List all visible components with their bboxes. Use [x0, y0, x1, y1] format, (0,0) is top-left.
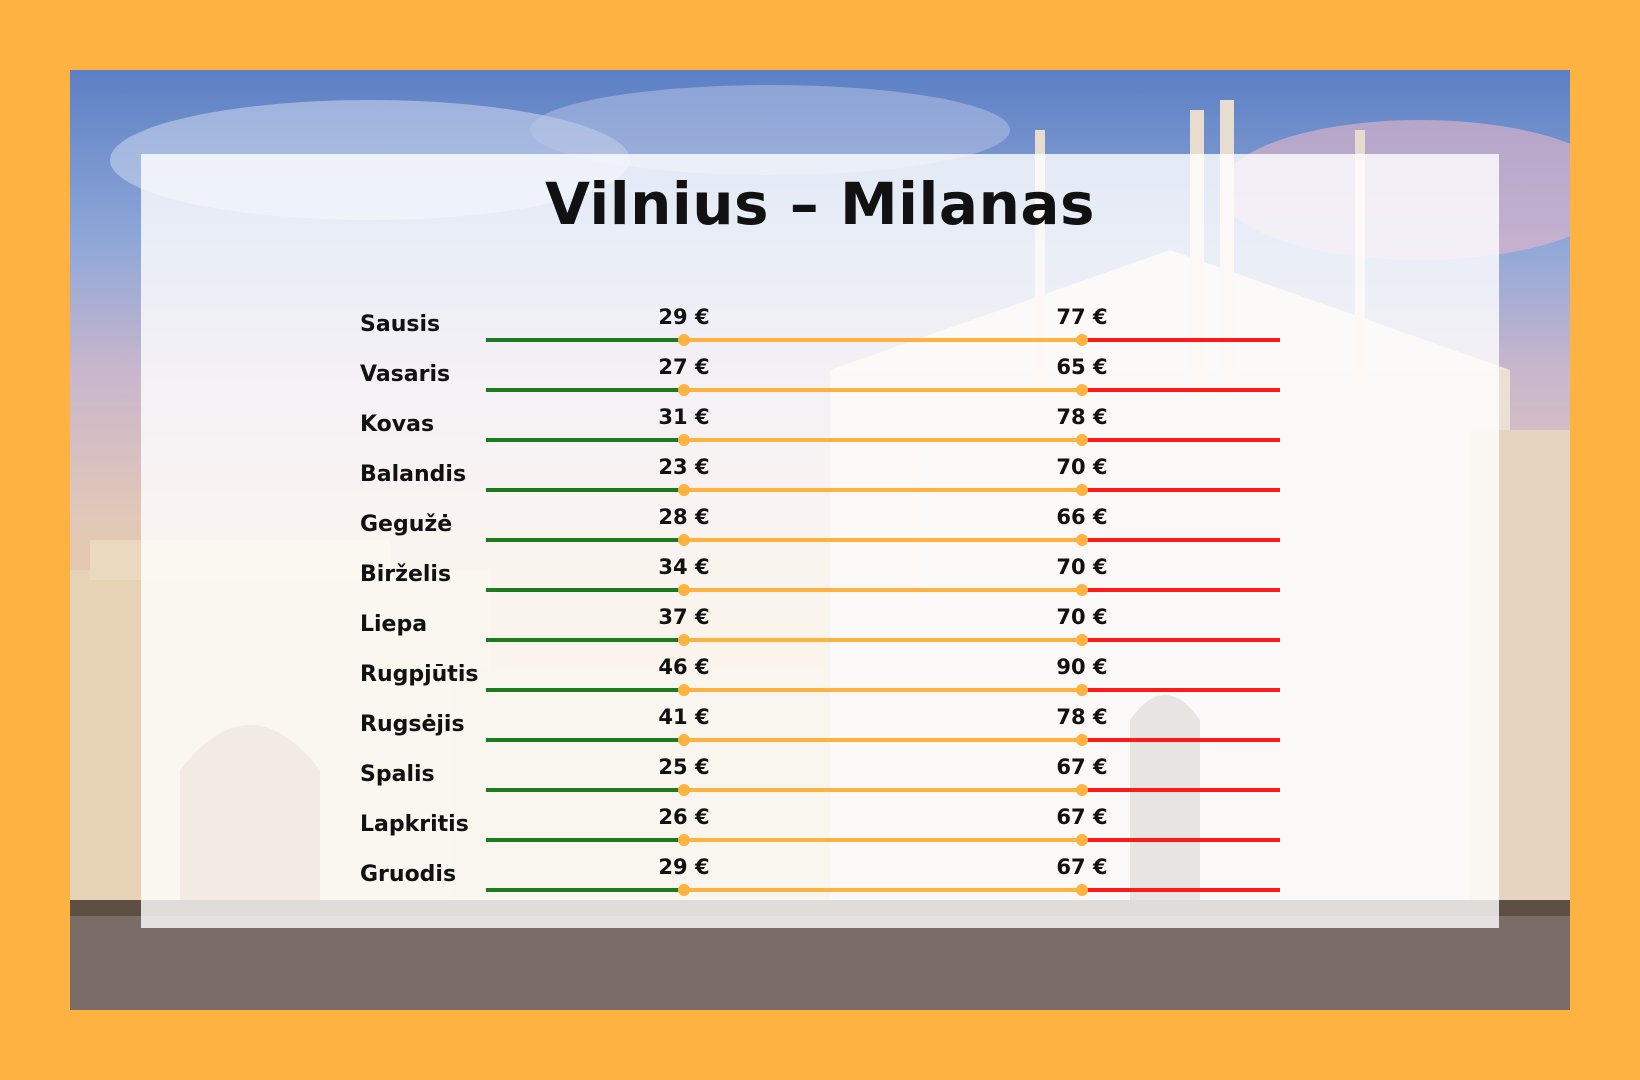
high-price-label: 67 € [1056, 755, 1107, 779]
low-price-point [678, 684, 690, 696]
high-price-point [1076, 884, 1088, 896]
low-price-label: 37 € [658, 605, 709, 629]
low-price-point [678, 784, 690, 796]
chart-title: Vilnius – Milanas [544, 170, 1096, 238]
high-price-label: 78 € [1056, 705, 1107, 729]
high-price-point [1076, 534, 1088, 546]
low-price-point [678, 484, 690, 496]
high-price-label: 70 € [1056, 455, 1107, 479]
month-label: Rugpjūtis [360, 662, 478, 687]
low-price-point [678, 734, 690, 746]
low-price-label: 46 € [658, 655, 709, 679]
low-price-point [678, 834, 690, 846]
month-label: Vasaris [360, 362, 450, 387]
month-label: Liepa [360, 612, 427, 637]
high-price-label: 67 € [1056, 855, 1107, 879]
low-price-label: 29 € [658, 855, 709, 879]
month-label: Lapkritis [360, 812, 469, 837]
month-label: Rugsėjis [360, 712, 465, 737]
high-price-label: 70 € [1056, 605, 1107, 629]
high-price-label: 66 € [1056, 505, 1107, 529]
high-price-label: 70 € [1056, 555, 1107, 579]
high-price-point [1076, 584, 1088, 596]
month-label: Spalis [360, 762, 435, 787]
low-price-point [678, 534, 690, 546]
month-label: Sausis [360, 312, 440, 337]
low-price-point [678, 434, 690, 446]
low-price-label: 29 € [658, 305, 709, 329]
month-label: Birželis [360, 562, 451, 587]
high-price-point [1076, 834, 1088, 846]
high-price-point [1076, 334, 1088, 346]
low-price-label: 28 € [658, 505, 709, 529]
high-price-point [1076, 484, 1088, 496]
low-price-label: 41 € [658, 705, 709, 729]
low-price-label: 31 € [658, 405, 709, 429]
low-price-label: 34 € [658, 555, 709, 579]
month-label: Gegužė [360, 512, 452, 537]
high-price-label: 65 € [1056, 355, 1107, 379]
high-price-point [1076, 384, 1088, 396]
low-price-point [678, 884, 690, 896]
month-label: Kovas [360, 412, 434, 437]
high-price-label: 90 € [1056, 655, 1107, 679]
low-price-point [678, 584, 690, 596]
month-label: Balandis [360, 462, 466, 487]
month-label: Gruodis [360, 862, 456, 887]
low-price-label: 25 € [658, 755, 709, 779]
high-price-label: 78 € [1056, 405, 1107, 429]
low-price-label: 26 € [658, 805, 709, 829]
low-price-label: 23 € [658, 455, 709, 479]
low-price-point [678, 634, 690, 646]
low-price-point [678, 384, 690, 396]
high-price-label: 77 € [1056, 305, 1107, 329]
high-price-point [1076, 434, 1088, 446]
low-price-label: 27 € [658, 355, 709, 379]
high-price-label: 67 € [1056, 805, 1107, 829]
high-price-point [1076, 684, 1088, 696]
low-price-point [678, 334, 690, 346]
high-price-point [1076, 784, 1088, 796]
high-price-point [1076, 734, 1088, 746]
high-price-point [1076, 634, 1088, 646]
